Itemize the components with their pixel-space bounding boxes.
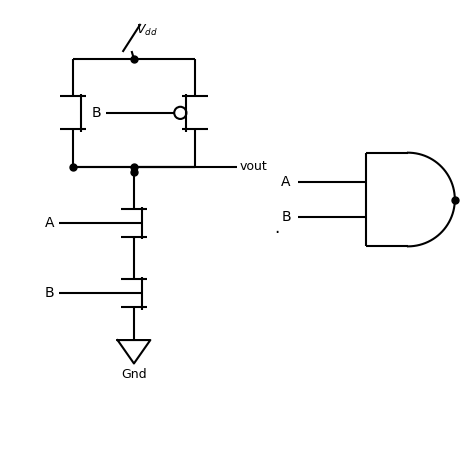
- Text: vout: vout: [239, 160, 267, 173]
- Text: A: A: [45, 216, 55, 230]
- Text: Gnd: Gnd: [121, 368, 147, 381]
- Text: B: B: [45, 286, 55, 300]
- Text: B: B: [281, 210, 291, 224]
- Text: B: B: [91, 106, 101, 120]
- Text: A: A: [282, 175, 291, 189]
- Text: .: .: [274, 219, 280, 237]
- Text: $V_{dd}$: $V_{dd}$: [137, 23, 158, 38]
